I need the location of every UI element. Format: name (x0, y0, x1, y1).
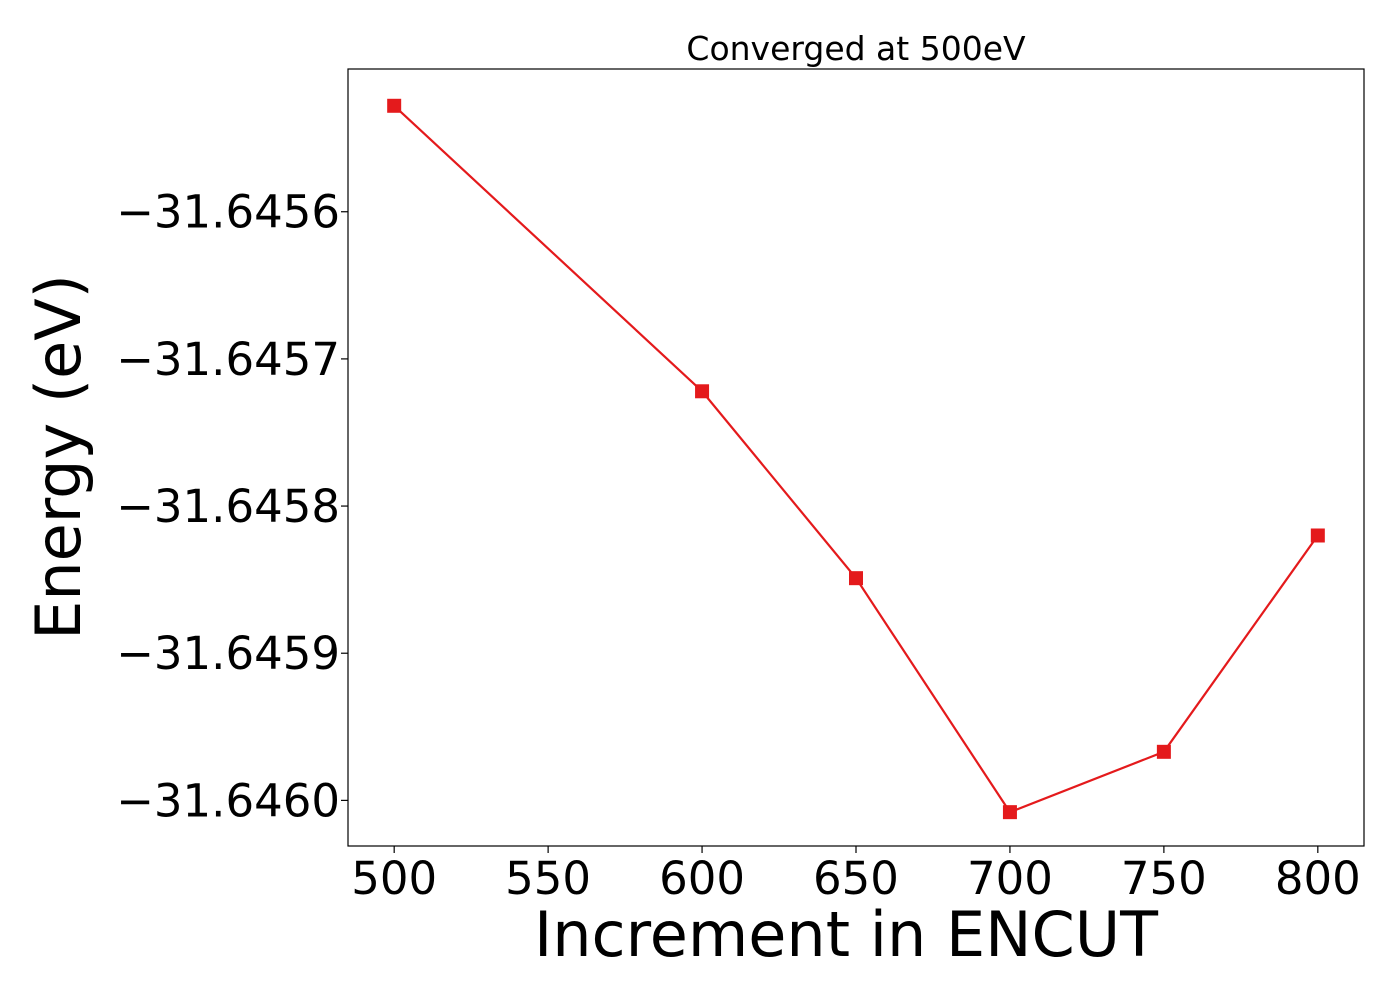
y-tick-label: −31.6459 (116, 627, 340, 680)
y-tick-label: −31.6458 (116, 480, 340, 533)
y-axis-label: Energy (eV) (22, 274, 95, 640)
y-tick-label: −31.6457 (116, 333, 340, 386)
x-axis-label: Increment in ENCUT (534, 898, 1159, 971)
x-tick-label: 700 (967, 852, 1053, 905)
x-tick-label: 650 (813, 852, 899, 905)
x-axis-ticks: 500 550 600 650 700 750 800 (351, 846, 1361, 905)
x-tick-label: 750 (1121, 852, 1207, 905)
data-point-marker (1002, 805, 1017, 820)
series-line (393, 104, 1319, 814)
x-tick-label: 800 (1275, 852, 1361, 905)
data-point-marker (387, 98, 402, 113)
x-tick-label: 500 (351, 852, 437, 905)
series-layer (387, 98, 1325, 820)
data-point-marker (1310, 528, 1325, 543)
x-tick-label: 600 (659, 852, 745, 905)
y-tick-label: −31.6460 (116, 774, 340, 827)
data-point-marker (849, 571, 863, 586)
data-point-marker (695, 384, 710, 399)
plot-area (347, 68, 1365, 847)
y-axis-ticks: −31.6456 −31.6457 −31.6458 −31.6459 −31.6460 (116, 186, 348, 827)
data-point-marker (1156, 744, 1171, 759)
y-tick-label: −31.6456 (116, 186, 340, 239)
chart-title: Converged at 500eV (686, 29, 1026, 68)
x-tick-label: 550 (505, 852, 591, 905)
